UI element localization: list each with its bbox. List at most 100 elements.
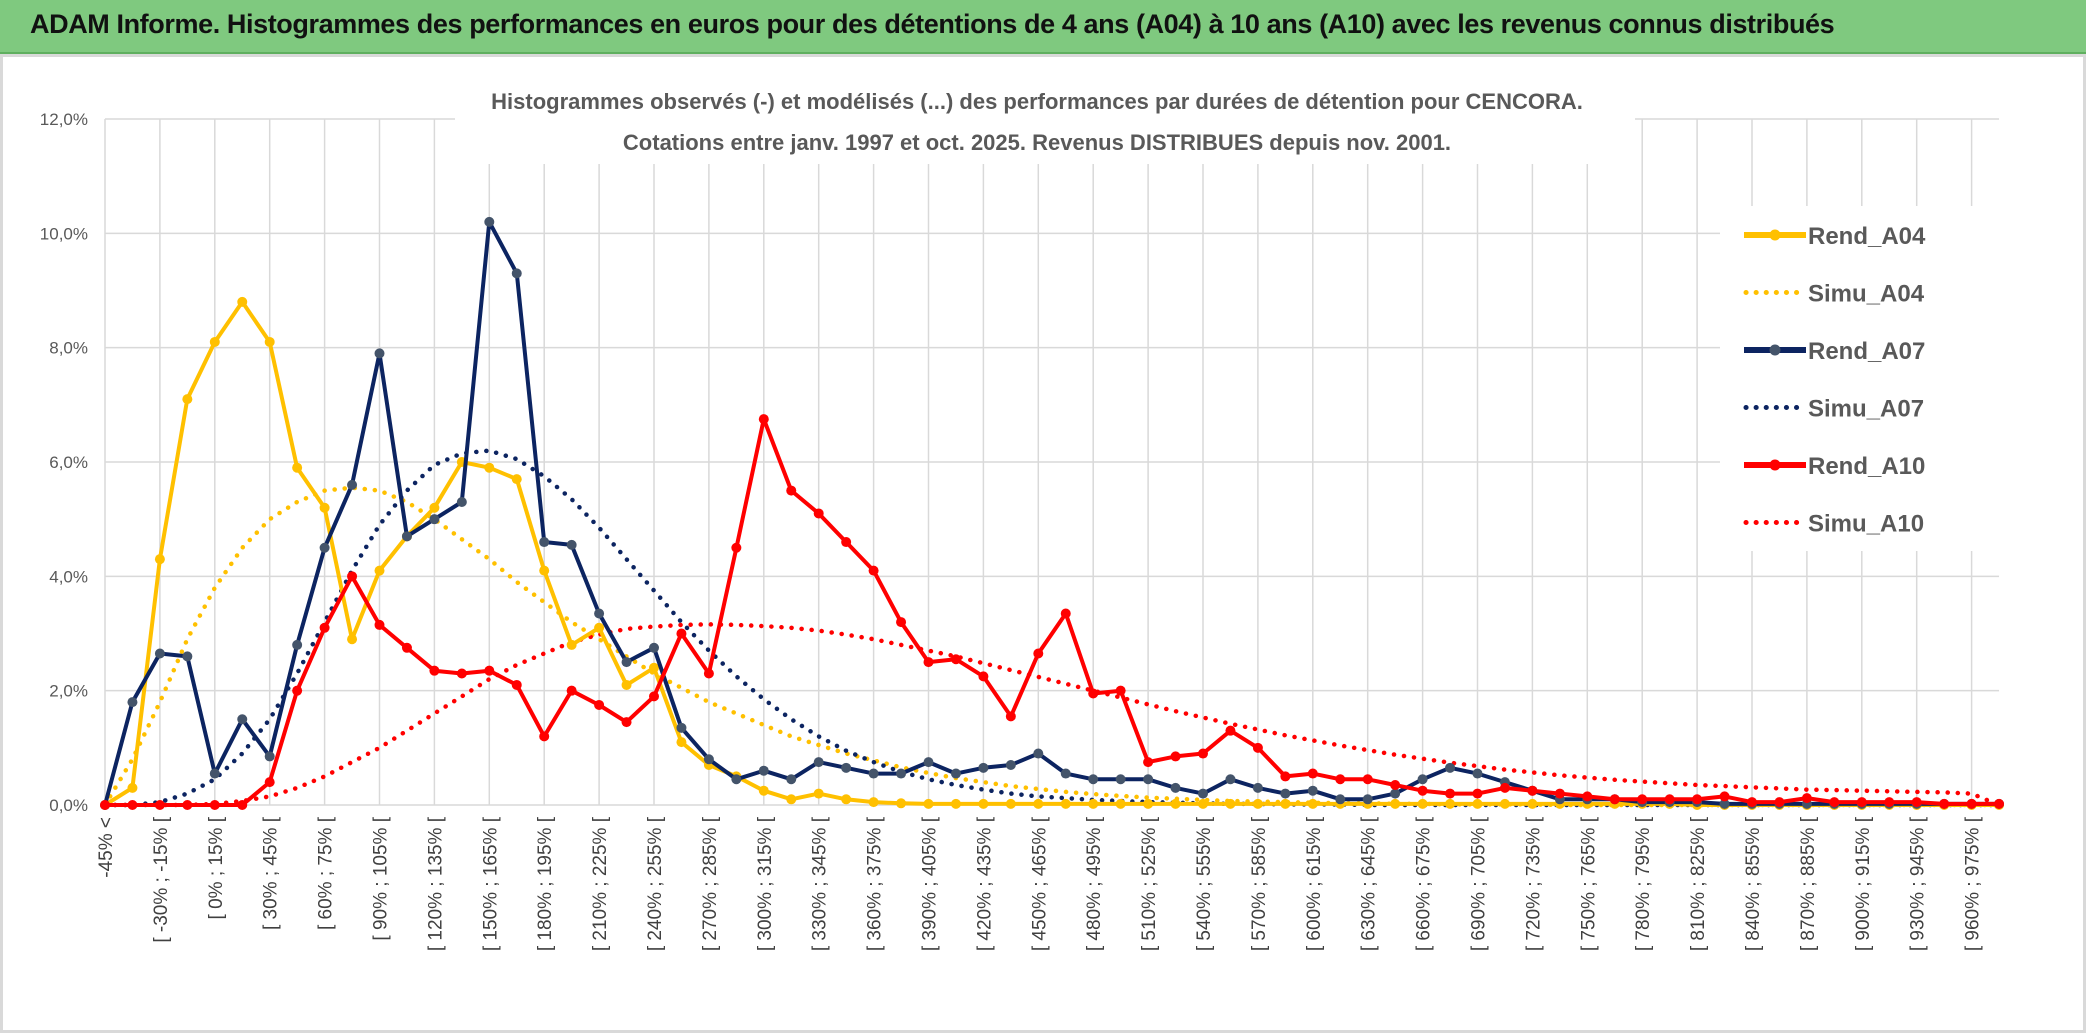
x-tick-label: -45% < (96, 817, 117, 878)
data-point (182, 800, 193, 810)
data-point (1280, 788, 1291, 799)
x-tick-label: [ 600% ; 615% [ (1304, 816, 1325, 951)
data-point (1499, 782, 1510, 793)
data-point (1719, 791, 1730, 802)
data-point (237, 714, 248, 725)
x-tick-label: [ 690% ; 705% [ (1469, 816, 1490, 951)
x-tick-label: [ 870% ; 885% [ (1798, 816, 1819, 951)
data-point (1335, 774, 1346, 785)
data-point (841, 537, 852, 548)
series-line (102, 485, 2002, 808)
x-tick-label: [ 780% ; 795% [ (1633, 816, 1654, 951)
data-point (1033, 798, 1044, 809)
x-tick-label: [ 450% ; 465% [ (1029, 816, 1050, 951)
data-point (868, 768, 879, 779)
data-point (1445, 762, 1456, 773)
data-point (1060, 768, 1071, 779)
x-tick-label: [ 210% ; 225% [ (590, 816, 611, 951)
data-point (923, 657, 934, 668)
x-tick-label: [ 750% ; 765% [ (1578, 816, 1599, 951)
data-point (923, 757, 934, 768)
data-point (319, 542, 330, 553)
data-point (731, 774, 742, 785)
data-point (1582, 791, 1593, 802)
data-point (1856, 797, 1867, 808)
data-point (758, 765, 769, 776)
x-tick-label: [ 660% ; 675% [ (1414, 816, 1435, 951)
series-simu_a10 (102, 622, 2002, 808)
data-point (813, 508, 824, 519)
data-point (1307, 768, 1318, 779)
series-layer (100, 216, 2005, 810)
legend-item-rend_a10: Rend_A10 (1744, 453, 1925, 480)
data-point (1417, 774, 1428, 785)
data-point (1609, 794, 1620, 805)
data-point (950, 654, 961, 665)
data-point (237, 296, 248, 307)
data-point (1060, 608, 1071, 619)
series-simu_a04 (102, 485, 2002, 808)
data-point (731, 542, 742, 553)
data-point (264, 751, 275, 762)
data-point (1472, 798, 1483, 809)
data-point (621, 657, 632, 668)
data-point (127, 697, 138, 708)
data-point (1005, 759, 1016, 770)
data-point (896, 798, 907, 809)
x-tick-label: [ -30% ; -15% [ (151, 816, 172, 942)
x-tick-label: [ 720% ; 735% [ (1523, 816, 1544, 951)
data-point (1252, 782, 1263, 793)
legend-label: Rend_A10 (1808, 453, 1925, 480)
data-point (1143, 774, 1154, 785)
legend-label: Simu_A10 (1808, 511, 1924, 538)
data-point (649, 691, 659, 702)
data-point (896, 617, 907, 628)
chart-grid (104, 118, 2000, 806)
data-point (539, 565, 550, 576)
data-point (1170, 798, 1181, 809)
y-axis-ticks: 0,0% 2,0% 4,0% 6,0% 8,0% 10,0% 12,0% (40, 110, 88, 815)
data-point (374, 348, 385, 359)
legend-marker (1769, 459, 1781, 471)
data-point (978, 762, 989, 773)
data-point (1994, 798, 2005, 809)
data-point (841, 794, 852, 805)
chart-title-line1: Histogrammes observés (-) et modélisés (… (491, 89, 1583, 114)
x-tick-label: [ 330% ; 345% [ (810, 816, 831, 951)
data-point (1417, 785, 1428, 796)
data-point (429, 502, 440, 513)
data-point (786, 794, 797, 805)
data-point (539, 537, 550, 548)
data-point (127, 800, 138, 810)
data-point (237, 800, 248, 810)
data-point (1390, 798, 1401, 809)
data-point (950, 798, 961, 809)
x-tick-label: [ 480% ; 495% [ (1084, 816, 1105, 951)
data-point (1692, 794, 1703, 805)
data-point (292, 639, 303, 650)
data-point (484, 462, 495, 473)
data-point (209, 768, 220, 779)
data-point (154, 648, 165, 659)
data-point (1115, 798, 1126, 809)
series-line (103, 219, 1999, 806)
series-rend_a10 (100, 414, 2005, 810)
data-point (758, 414, 769, 425)
x-tick-label: [ 570% ; 585% [ (1249, 816, 1270, 951)
data-point (1307, 798, 1318, 809)
x-tick-label: [ 510% ; 525% [ (1139, 816, 1160, 951)
data-point (539, 731, 550, 742)
data-point (1966, 798, 1977, 809)
legend-item-rend_a07: Rend_A07 (1744, 338, 1925, 365)
chart-title: Histogrammes observés (-) et modélisés (… (455, 80, 1635, 164)
chart-title-line2: Cotations entre janv. 1997 et oct. 2025.… (623, 130, 1451, 155)
legend-background (1720, 206, 2000, 551)
x-axis-ticks: -45% < [ -30% ; -15% [[ 0% ; 15% [[ 30% ;… (96, 816, 1984, 951)
data-point (786, 774, 797, 785)
data-point (676, 722, 687, 733)
data-point (1170, 751, 1181, 762)
data-point (1252, 742, 1263, 753)
x-tick-label: [ 240% ; 255% [ (645, 816, 666, 951)
y-tick-label: 8,0% (49, 339, 88, 358)
data-point (319, 622, 330, 633)
